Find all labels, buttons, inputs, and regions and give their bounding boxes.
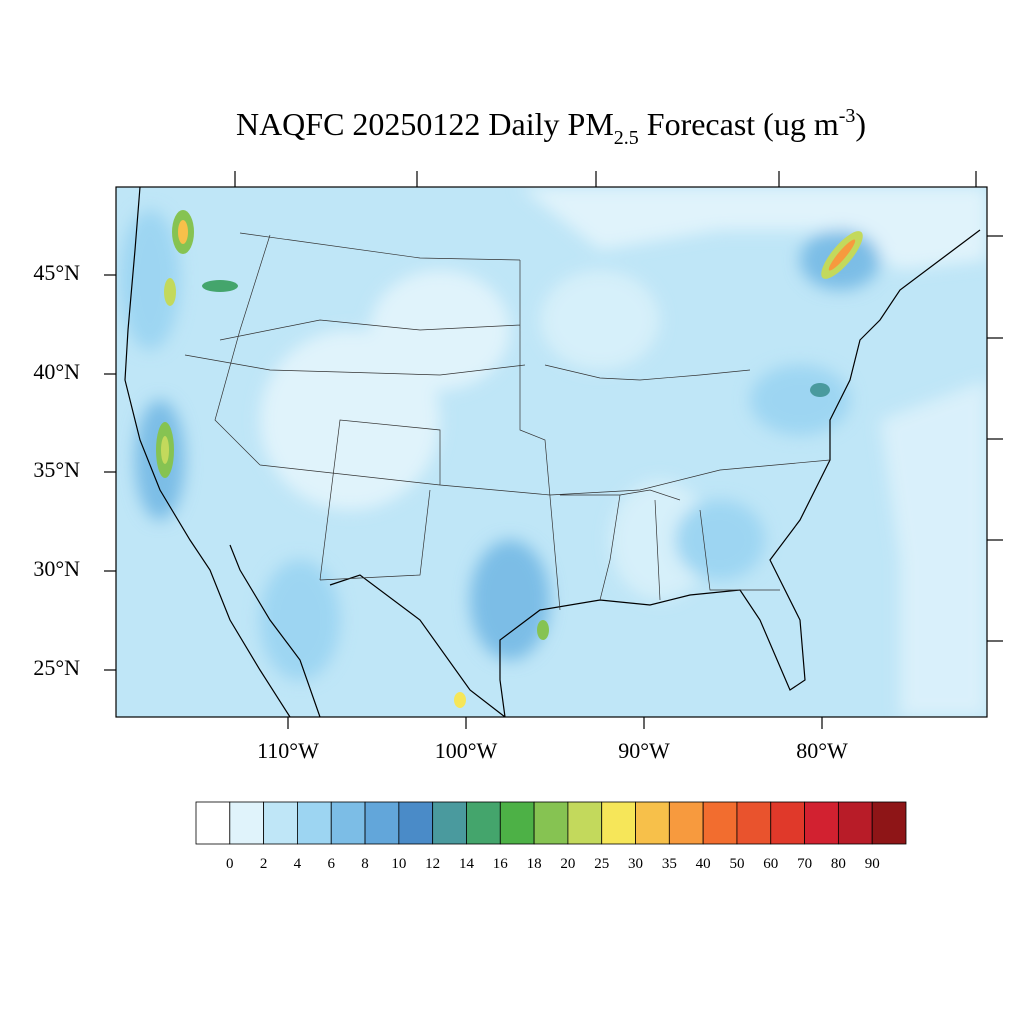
colorbar-box xyxy=(499,801,535,845)
colorbar-label: 20 xyxy=(560,856,575,872)
title-sup: -3 xyxy=(839,105,856,127)
colorbar-label: 14 xyxy=(459,856,475,872)
colorbar-label: 35 xyxy=(662,856,677,872)
lat-labels: 45°N 40°N 35°N 30°N 25°N xyxy=(33,260,80,680)
state-borders xyxy=(184,232,831,611)
map-title: NAQFC 20250122 Daily PM2.5 Forecast (ug … xyxy=(236,105,866,149)
colorbar-label: 12 xyxy=(425,856,440,872)
colorbar-box xyxy=(297,801,332,845)
colorbar-box xyxy=(736,801,772,845)
colorbar-box xyxy=(533,801,569,845)
colorbar-box xyxy=(229,801,265,845)
title-main: NAQFC 20250122 Daily PM xyxy=(236,106,614,142)
colorbar-box xyxy=(601,801,636,845)
tick-marks xyxy=(104,171,1003,729)
colorbar-box xyxy=(330,801,366,845)
colorbar-label: 50 xyxy=(729,856,744,872)
colorbar-box xyxy=(804,801,839,845)
colorbar-label: 10 xyxy=(391,856,406,872)
lat-label: 45°N xyxy=(33,260,80,285)
pm-field xyxy=(116,187,987,717)
colorbar-label: 2 xyxy=(260,856,268,872)
lat-label: 40°N xyxy=(33,359,80,384)
colorbar-label: 60 xyxy=(763,856,778,872)
colorbar-label: 70 xyxy=(797,856,812,872)
colorbar-box xyxy=(668,801,704,845)
colorbar-label: 40 xyxy=(696,856,711,872)
colorbar-box xyxy=(702,801,738,845)
colorbar-label: 90 xyxy=(865,856,880,872)
lon-label: 80°W xyxy=(796,738,848,763)
map-frame xyxy=(115,186,988,718)
title-sub: 2.5 xyxy=(614,127,639,149)
colorbar-box xyxy=(770,801,805,845)
lon-labels: 110°W 100°W 90°W 80°W xyxy=(257,738,848,763)
colorbar-box xyxy=(263,801,298,845)
colorbar: 0 2 4 6 8 10 12 14 16 18 20 25 30 35 40 50 60 70 80 90 xyxy=(195,801,907,872)
colorbar-box xyxy=(871,801,907,845)
colorbar-box xyxy=(837,801,873,845)
colorbar-label: 25 xyxy=(594,856,609,872)
lat-label: 35°N xyxy=(33,457,80,482)
lat-label: 30°N xyxy=(33,556,80,581)
colorbar-box xyxy=(635,801,670,845)
lat-label: 25°N xyxy=(33,655,80,680)
lon-label: 90°W xyxy=(618,738,670,763)
colorbar-box xyxy=(432,801,467,845)
title-end: ) xyxy=(855,106,866,142)
colorbar-label: 18 xyxy=(527,856,542,872)
lon-label: 110°W xyxy=(257,738,319,763)
title-rest: Forecast (ug m xyxy=(639,106,839,142)
coastline xyxy=(124,186,981,718)
colorbar-label: 80 xyxy=(831,856,846,872)
colorbar-box xyxy=(195,801,231,845)
colorbar-label: 6 xyxy=(327,856,335,872)
colorbar-label: 30 xyxy=(628,856,643,872)
colorbar-box xyxy=(364,801,400,845)
colorbar-box xyxy=(466,801,501,845)
colorbar-label: 0 xyxy=(226,856,234,872)
lon-label: 100°W xyxy=(435,738,498,763)
colorbar-box xyxy=(398,801,434,845)
colorbar-label: 4 xyxy=(294,856,302,872)
colorbar-label: 16 xyxy=(493,856,509,872)
colorbar-box xyxy=(567,801,603,845)
colorbar-label: 8 xyxy=(361,856,369,872)
